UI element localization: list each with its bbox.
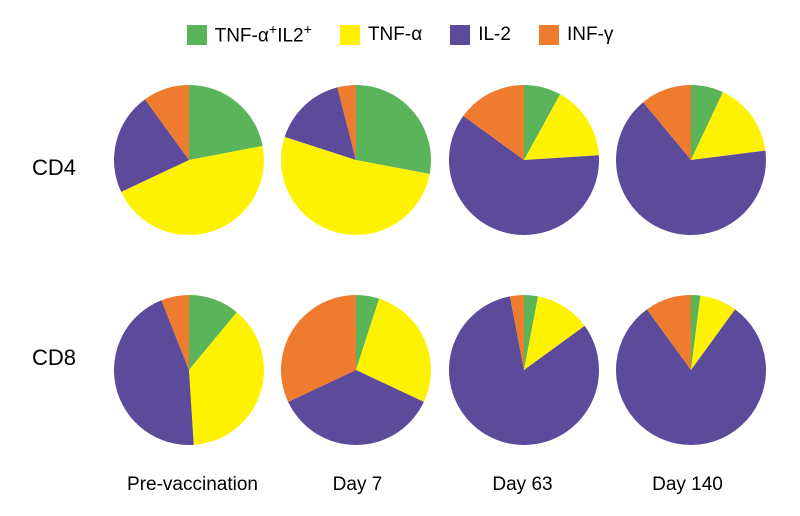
legend-item-tnf: TNF-α xyxy=(340,22,422,47)
legend: TNF-α+IL2+ TNF-α IL-2 INF-γ xyxy=(0,22,800,47)
row-label-cd8: CD8 xyxy=(32,345,76,371)
legend-item-tnf_il2: TNF-α+IL2+ xyxy=(187,22,312,47)
legend-label-inf: INF-γ xyxy=(567,24,613,46)
legend-swatch-il2 xyxy=(450,25,470,45)
legend-item-inf: INF-γ xyxy=(539,22,613,47)
pie-CD4-Pre-vaccination xyxy=(114,85,264,235)
pie-CD8-Pre-vaccination xyxy=(114,295,264,445)
col-label-2: Day 63 xyxy=(440,474,605,496)
pie-CD8-Day-63 xyxy=(449,295,599,445)
pie-CD8-Day-140 xyxy=(616,295,766,445)
pie-slice-tnf_il2 xyxy=(356,85,431,174)
pie-CD4-Day-63 xyxy=(449,85,599,235)
legend-label-tnf: TNF-α xyxy=(368,24,422,46)
pie-slice-il2 xyxy=(616,309,766,445)
col-label-0: Pre-vaccination xyxy=(110,474,275,496)
pie-CD4-Day-140 xyxy=(616,85,766,235)
pie-CD4-Day-7 xyxy=(281,85,431,235)
figure-root: TNF-α+IL2+ TNF-α IL-2 INF-γ CD4 CD8 Pre-vac… xyxy=(0,0,800,516)
legend-label-il2: IL-2 xyxy=(478,24,511,46)
legend-swatch-tnf xyxy=(340,25,360,45)
legend-swatch-tnf_il2 xyxy=(187,25,207,45)
col-label-3: Day 140 xyxy=(605,474,770,496)
col-label-1: Day 7 xyxy=(275,474,440,496)
column-labels: Pre-vaccination Day 7 Day 63 Day 140 xyxy=(110,474,770,496)
pie-grid xyxy=(110,70,770,460)
legend-item-il2: IL-2 xyxy=(450,22,511,47)
row-label-cd4: CD4 xyxy=(32,155,76,181)
pie-CD8-Day-7 xyxy=(281,295,431,445)
legend-swatch-inf xyxy=(539,25,559,45)
legend-label-tnf_il2: TNF-α+IL2+ xyxy=(215,22,312,47)
